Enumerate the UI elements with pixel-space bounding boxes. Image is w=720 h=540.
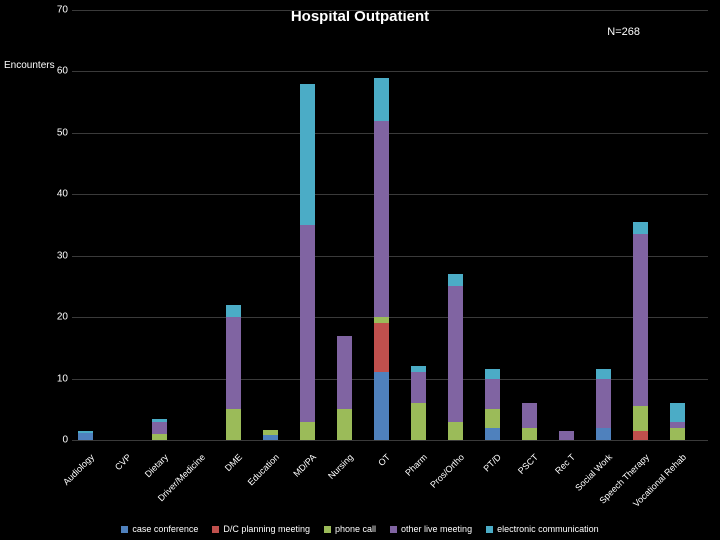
bar-segment [485, 369, 500, 378]
legend-item: D/C planning meeting [212, 524, 310, 534]
bar-segment [633, 406, 648, 431]
bar-segment [522, 403, 537, 428]
bars-group [72, 10, 708, 440]
bar-segment [411, 403, 426, 440]
bar-segment [226, 305, 241, 317]
x-tick-label: Audiology [61, 452, 96, 487]
y-tick-label: 0 [46, 435, 68, 446]
bar-segment [263, 435, 278, 440]
bar-segment [670, 422, 685, 428]
bar-segment [596, 369, 611, 378]
legend-item: case conference [121, 524, 198, 534]
bar-segment [78, 431, 93, 433]
x-tick-label: MD/PA [291, 452, 318, 479]
legend-item: electronic communication [486, 524, 599, 534]
x-tick-label: Rec T [553, 452, 577, 476]
bar-segment [633, 222, 648, 234]
legend-item: phone call [324, 524, 376, 534]
bar-segment [596, 428, 611, 440]
legend-label: case conference [132, 524, 198, 534]
y-tick-label: 70 [46, 5, 68, 16]
bar-segment [633, 431, 648, 440]
y-tick-label: 50 [46, 127, 68, 138]
bar-segment [670, 403, 685, 421]
bar-segment [596, 379, 611, 428]
bar-segment [337, 336, 352, 410]
bar-segment [448, 274, 463, 286]
y-tick-label: 10 [46, 373, 68, 384]
bar-segment [448, 286, 463, 421]
y-tick-label: 40 [46, 189, 68, 200]
legend-swatch [390, 526, 397, 533]
x-tick-label: DME [222, 452, 243, 473]
bar-segment [485, 409, 500, 427]
bar-segment [374, 372, 389, 440]
legend-swatch [212, 526, 219, 533]
bar-segment [263, 430, 278, 435]
bar-segment [226, 317, 241, 409]
gridline [72, 440, 708, 441]
bar-segment [78, 433, 93, 440]
bar-segment [374, 121, 389, 318]
legend-item: other live meeting [390, 524, 472, 534]
bar-segment [411, 372, 426, 403]
legend-label: D/C planning meeting [223, 524, 310, 534]
bar-segment [226, 409, 241, 440]
legend-label: phone call [335, 524, 376, 534]
y-tick-label: 30 [46, 250, 68, 261]
x-tick-label: OT [376, 452, 392, 468]
x-tick-label: PT/D [481, 452, 503, 474]
legend-label: other live meeting [401, 524, 472, 534]
bar-segment [411, 366, 426, 372]
x-tick-label: CVP [112, 452, 132, 472]
bar-segment [300, 84, 315, 225]
bar-segment [670, 428, 685, 440]
bar-segment [152, 434, 167, 440]
bar-segment [300, 225, 315, 422]
y-tick-label: 60 [46, 66, 68, 77]
y-tick-label: 20 [46, 312, 68, 323]
bar-segment [485, 379, 500, 410]
x-tick-label: Pharm [403, 452, 429, 478]
legend-swatch [486, 526, 493, 533]
bar-segment [300, 422, 315, 440]
legend-swatch [121, 526, 128, 533]
legend-label: electronic communication [497, 524, 599, 534]
x-tick-label: Nursing [326, 452, 355, 481]
x-tick-label: Dietary [142, 452, 169, 479]
legend-swatch [324, 526, 331, 533]
legend: case conference D/C planning meeting phone… [0, 524, 720, 534]
bar-segment [152, 422, 167, 434]
bar-segment [559, 431, 574, 440]
bar-segment [152, 419, 167, 422]
bar-segment [374, 323, 389, 372]
bar-segment [485, 428, 500, 440]
bar-segment [374, 317, 389, 323]
x-tick-label: PSCT [516, 452, 540, 476]
bar-segment [522, 428, 537, 440]
bar-segment [448, 422, 463, 440]
chart-container: Hospital Outpatient N=268 Encounters 010… [0, 0, 720, 540]
bar-segment [633, 234, 648, 406]
x-tick-label: Education [245, 452, 280, 487]
x-tick-label: Pros/Ortho [428, 452, 466, 490]
plot-area: 010203040506070 AudiologyCVPDietaryDrive… [72, 10, 708, 440]
bar-segment [374, 78, 389, 121]
bar-segment [337, 409, 352, 440]
